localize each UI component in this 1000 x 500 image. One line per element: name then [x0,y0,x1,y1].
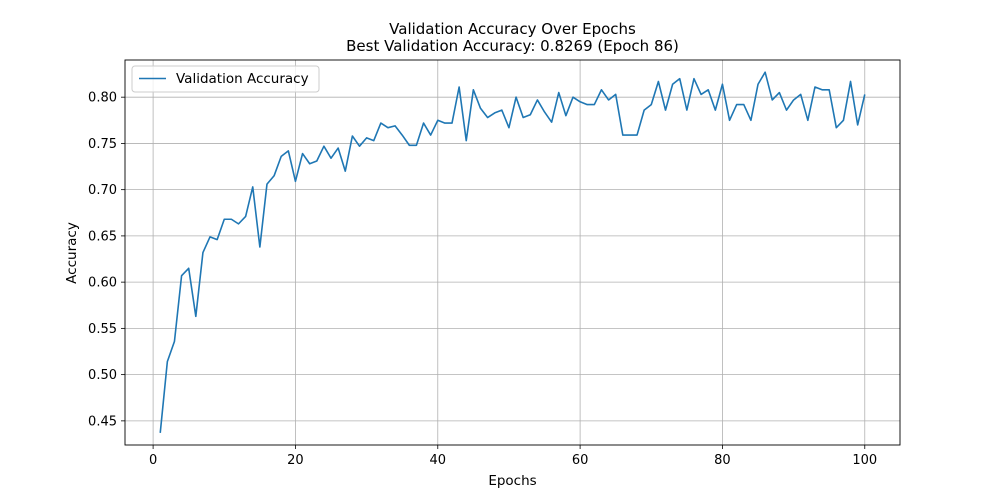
y-tick-label: 0.80 [88,91,117,106]
chart-title: Validation Accuracy Over Epochs [389,20,636,38]
chart-subtitle: Best Validation Accuracy: 0.8269 (Epoch … [346,37,679,55]
x-tick-label: 0 [149,453,157,468]
plot-frame [124,59,901,446]
grid [125,60,900,445]
x-axis-label: Epochs [488,473,536,489]
ticks: 0 20 40 60 80 100 0.45 0.50 0.55 0.60 0.65 0.70 0.75… [88,91,877,468]
series-layer [159,71,866,433]
legend-label: Validation Accuracy [176,71,309,87]
x-tick-label: 60 [572,453,589,468]
y-tick-label: 0.65 [88,229,117,244]
x-tick-label: 100 [852,453,877,468]
x-tick-label: 80 [714,453,731,468]
y-tick-label: 0.50 [88,368,117,383]
y-tick-label: 0.55 [88,322,117,337]
x-tick-label: 40 [430,453,447,468]
y-tick-label: 0.75 [88,137,117,152]
y-tick-label: 0.45 [88,414,117,429]
y-tick-label: 0.60 [88,276,117,291]
y-tick-label: 0.70 [88,183,117,198]
legend-box [131,65,320,93]
x-tick-label: 20 [287,453,304,468]
series-line [159,71,866,433]
y-axis-label: Accuracy [64,222,80,284]
legend: Validation Accuracy [131,65,320,93]
